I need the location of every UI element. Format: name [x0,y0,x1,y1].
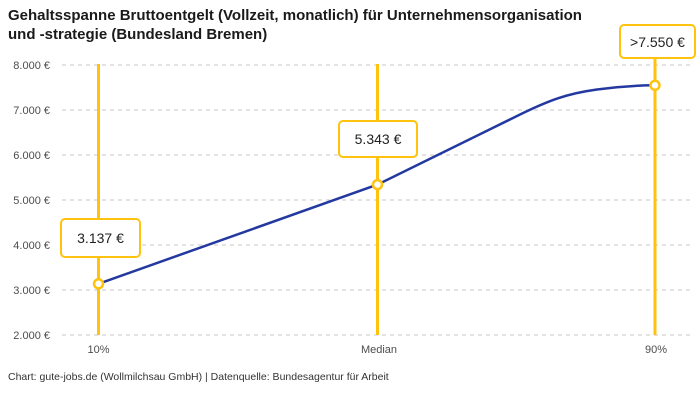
value-label-10th-percentile: 3.137 € [60,218,141,258]
data-point-marker-median [371,178,384,191]
y-axis-tick-label: 6.000 € [13,150,50,162]
y-axis-tick-label: 4.000 € [13,240,50,252]
salary-curve [98,84,656,285]
chart-title: Gehaltsspanne Bruttoentgelt (Vollzeit, m… [8,6,648,44]
value-label-median: 5.343 € [338,120,418,158]
value-label-90th-percentile-text: >7.550 € [630,33,685,50]
value-label-10th-percentile-text: 3.137 € [77,230,124,246]
x-axis-labels: 10% Median 90% [87,344,667,356]
x-axis-tick-label: 90% [645,344,667,356]
data-point-marker-10 [92,278,105,290]
y-axis-labels: 8.000 € 7.000 € 6.000 € 5.000 € 4.000 € … [13,60,50,342]
chart-title-line1: Gehaltsspanne Bruttoentgelt (Vollzeit, m… [8,7,582,24]
y-axis-tick-label: 3.000 € [13,285,50,297]
y-axis-tick-label: 5.000 € [13,195,50,207]
percentile-marker-lines [97,58,657,335]
value-label-median-text: 5.343 € [354,131,402,147]
data-point-marker-90 [649,79,661,92]
y-axis-tick-label: 2.000 € [13,330,50,342]
value-label-90th-percentile: >7.550 € [619,24,696,59]
chart-source-attribution: Chart: gute-jobs.de (Wollmilchsau GmbH) … [8,371,389,383]
chart-title-line2: und -strategie (Bundesland Bremen) [8,26,268,43]
y-axis-tick-label: 8.000 € [13,60,50,72]
y-axis-tick-label: 7.000 € [13,105,50,117]
x-axis-tick-label: Median [361,344,397,356]
x-axis-tick-label: 10% [87,344,109,356]
data-point-markers [92,79,661,290]
